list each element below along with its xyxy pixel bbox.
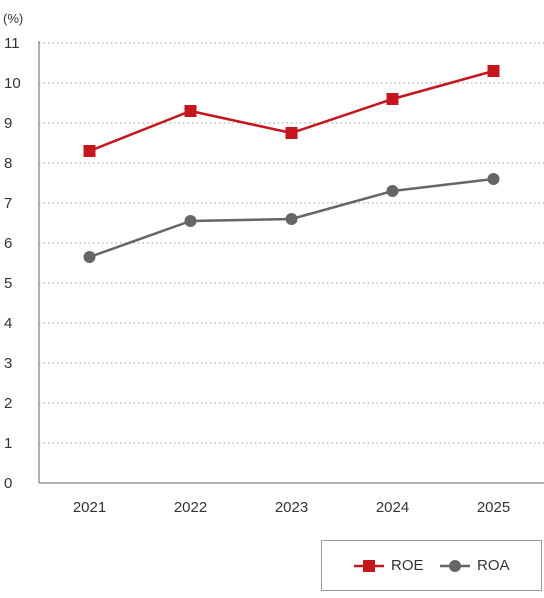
data-point-roa-2024 — [386, 185, 399, 197]
gridlines — [39, 42, 544, 444]
x-tick-label-2024: 2024 — [376, 499, 409, 516]
y-tick-label-11: 11 — [4, 35, 20, 52]
axes — [38, 41, 544, 484]
y-tick-label-5: 5 — [4, 275, 12, 292]
y-tick-label-4: 4 — [4, 315, 12, 332]
legend-swatch-roe — [354, 560, 384, 572]
y-unit-label: (%) — [3, 11, 23, 26]
y-tick-label-8: 8 — [4, 155, 12, 172]
legend-label-roe: ROE — [391, 557, 424, 574]
y-tick-label-6: 6 — [4, 235, 12, 252]
y-tick-label-3: 3 — [4, 355, 12, 372]
data-point-roa-2022 — [184, 215, 197, 227]
legend-item-roe: ROE — [354, 556, 424, 576]
y-tick-label-0: 0 — [4, 475, 12, 492]
x-tick-label-2023: 2023 — [275, 499, 308, 516]
y-tick-labels: 0 1 2 3 4 5 6 7 8 9 10 11 — [4, 35, 21, 492]
data-point-roe-2024 — [386, 93, 399, 105]
data-point-roe-2022 — [184, 105, 197, 117]
legend-label-roa: ROA — [477, 557, 510, 574]
y-tick-label-2: 2 — [4, 395, 12, 412]
series-roa — [83, 173, 500, 263]
data-point-roe-2025 — [487, 65, 500, 77]
y-tick-label-10: 10 — [4, 75, 21, 92]
legend-item-roa: ROA — [440, 556, 510, 576]
data-point-roe-2021 — [83, 145, 96, 157]
x-tick-label-2025: 2025 — [477, 499, 510, 516]
x-tick-labels: 2021 2022 2023 2024 2025 — [73, 499, 510, 516]
y-tick-label-1: 1 — [4, 435, 12, 452]
legend: ROE ROA — [321, 540, 542, 591]
legend-swatch-roa — [440, 560, 470, 572]
series-roe — [83, 65, 500, 157]
series — [83, 65, 500, 263]
data-point-roa-2021 — [83, 251, 96, 263]
x-tick-label-2021: 2021 — [73, 499, 106, 516]
x-tick-label-2022: 2022 — [174, 499, 207, 516]
data-point-roa-2025 — [487, 173, 500, 185]
data-point-roa-2023 — [285, 213, 298, 225]
y-tick-label-7: 7 — [4, 195, 12, 212]
data-point-roe-2023 — [285, 127, 298, 139]
y-tick-label-9: 9 — [4, 115, 12, 132]
